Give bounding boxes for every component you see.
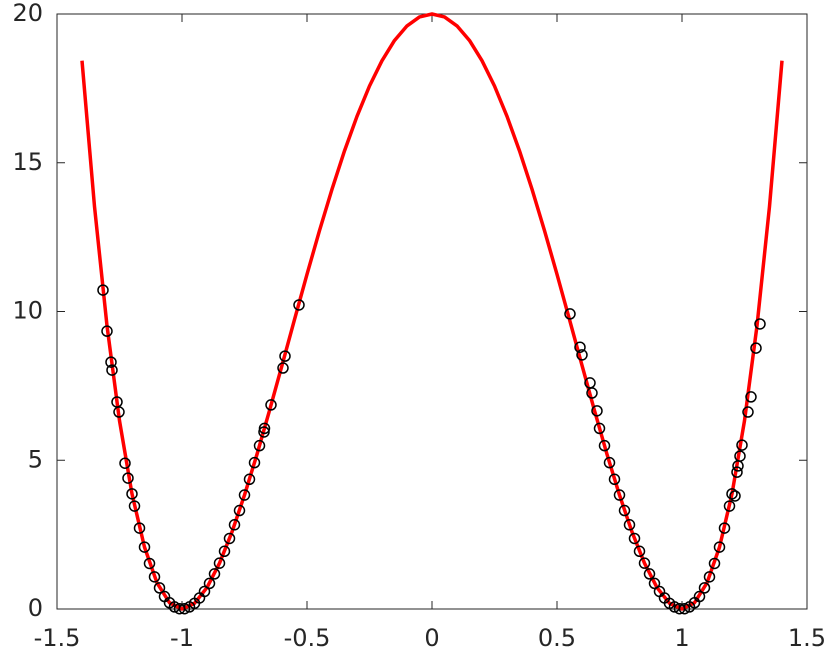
point [703,571,716,583]
point [729,490,741,502]
plot-frame [56,13,808,610]
curve [80,12,784,611]
x-tick-label: 1 [674,624,689,652]
point [723,500,736,512]
point [113,406,125,418]
point [750,342,762,354]
x-tick-label: 0 [424,624,439,652]
y-tick-label: 5 [28,445,43,473]
x-tick-label: 0.5 [538,624,576,652]
y-tick-label: 15 [12,148,43,176]
point [233,504,246,517]
point [213,557,226,569]
point [598,439,611,452]
point [126,488,138,500]
point [153,582,166,594]
point [732,460,744,472]
point [238,489,251,501]
point [293,299,305,311]
x-tick-label: 1.5 [788,624,826,652]
point [97,284,109,296]
point [643,568,656,580]
point [119,457,131,469]
point [726,488,738,500]
point [243,473,256,486]
point [277,362,289,374]
point [745,391,757,403]
point [613,489,626,501]
point [223,532,236,545]
x-tick-label: -1 [170,624,194,652]
point [253,439,266,452]
point [693,590,706,603]
point [731,466,743,478]
point [713,541,726,553]
point [586,387,598,399]
point [718,522,731,534]
point [628,532,641,545]
point [736,439,748,451]
point [203,577,216,590]
point [148,571,161,583]
point [279,350,291,362]
point [173,602,186,615]
point [208,568,221,580]
point [228,519,241,531]
y-tick-label: 20 [12,0,43,27]
point [608,473,621,486]
point [128,500,141,512]
point [218,545,231,558]
point [106,364,118,376]
y-tick-label: 0 [28,594,43,622]
point [138,541,151,553]
point [678,602,691,615]
point [122,472,134,484]
point [623,519,636,531]
point [158,590,171,603]
point [648,577,661,590]
point [143,557,156,570]
point [742,406,754,418]
point [101,325,113,337]
point [708,557,721,570]
y-tick-label: 10 [12,297,43,325]
point [574,341,586,353]
x-tick-label: -0.5 [284,624,331,652]
point [754,318,766,330]
point [593,422,606,435]
point [633,545,646,558]
point [638,557,651,569]
point [133,522,146,534]
point [603,456,616,469]
x-tick-label: -1.5 [34,624,81,652]
point [698,582,711,594]
point [591,405,603,417]
point [265,399,277,411]
point [564,308,576,320]
point [248,456,261,469]
point [576,349,588,361]
point [258,426,270,438]
point [105,356,117,368]
point [618,504,631,517]
